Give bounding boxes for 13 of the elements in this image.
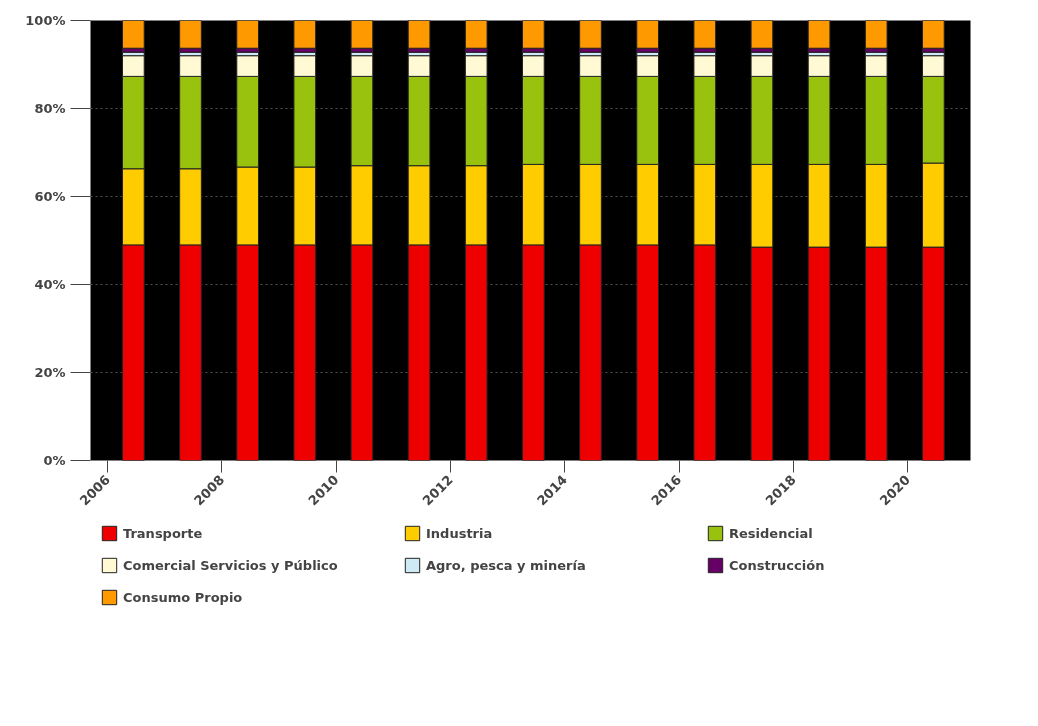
legend-label: Industria	[426, 524, 494, 543]
legend-label: Comercial Servicios y Público	[123, 556, 339, 575]
y-tick-label: 40%	[34, 277, 66, 292]
y-tick-label: 0%	[43, 453, 66, 468]
y-tick-label: 100%	[25, 13, 66, 28]
y-tick-label: 20%	[34, 365, 66, 380]
y-tick-label: 60%	[34, 189, 66, 204]
legend-label: Residencial	[729, 524, 814, 543]
y-tick-label: 80%	[34, 101, 66, 116]
legend-label: Construcción	[729, 556, 826, 575]
legend-label: Transporte	[123, 524, 204, 543]
legend-label: Agro, pesca y minería	[426, 556, 587, 575]
legend-label: Consumo Propio	[123, 588, 244, 607]
